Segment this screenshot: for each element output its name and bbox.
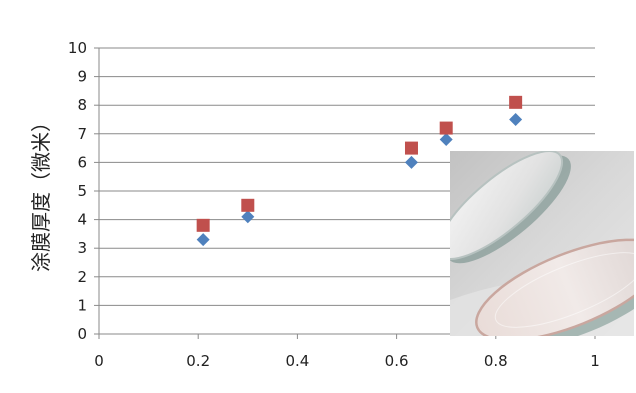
diamond-point bbox=[404, 155, 418, 169]
square-point bbox=[196, 218, 210, 232]
gridlines bbox=[99, 47, 595, 306]
x-tick-label: 0.8 bbox=[484, 352, 508, 370]
diamond-point bbox=[509, 113, 523, 126]
y-tick-label: 5 bbox=[77, 182, 87, 200]
y-tick-label: 2 bbox=[77, 268, 87, 286]
tick-labels: 0 1 2 3 4 5 6 7 8 9 10 0 0.2 0.4 0.6 0.8 1 bbox=[68, 39, 600, 370]
x-tick-label: 0.4 bbox=[285, 352, 309, 370]
y-tick-label: 4 bbox=[77, 211, 87, 229]
square-point bbox=[241, 198, 255, 212]
lenses-photo bbox=[450, 151, 634, 336]
y-tick-label: 10 bbox=[68, 39, 87, 57]
diamond-point bbox=[241, 210, 255, 224]
y-axis-title: 涂膜厚度（微米） bbox=[29, 112, 53, 272]
y-tick-label: 3 bbox=[77, 239, 87, 257]
x-tick-label: 0.6 bbox=[385, 352, 409, 370]
x-tick-label: 0.2 bbox=[186, 352, 210, 370]
data-points bbox=[196, 95, 523, 247]
y-tick-label: 8 bbox=[77, 96, 87, 114]
x-tick-label: 1 bbox=[590, 352, 600, 370]
square-point bbox=[404, 141, 418, 155]
y-tick-label: 7 bbox=[77, 125, 87, 143]
y-tick-label: 0 bbox=[77, 325, 87, 343]
y-tick-label: 9 bbox=[77, 68, 87, 86]
y-tick-label: 6 bbox=[77, 153, 87, 171]
x-tick-label: 0 bbox=[94, 352, 104, 370]
diamond-point bbox=[439, 133, 453, 147]
diamond-point bbox=[196, 233, 210, 247]
square-point bbox=[509, 95, 523, 109]
y-tick-label: 1 bbox=[77, 296, 87, 314]
square-point bbox=[439, 121, 453, 135]
